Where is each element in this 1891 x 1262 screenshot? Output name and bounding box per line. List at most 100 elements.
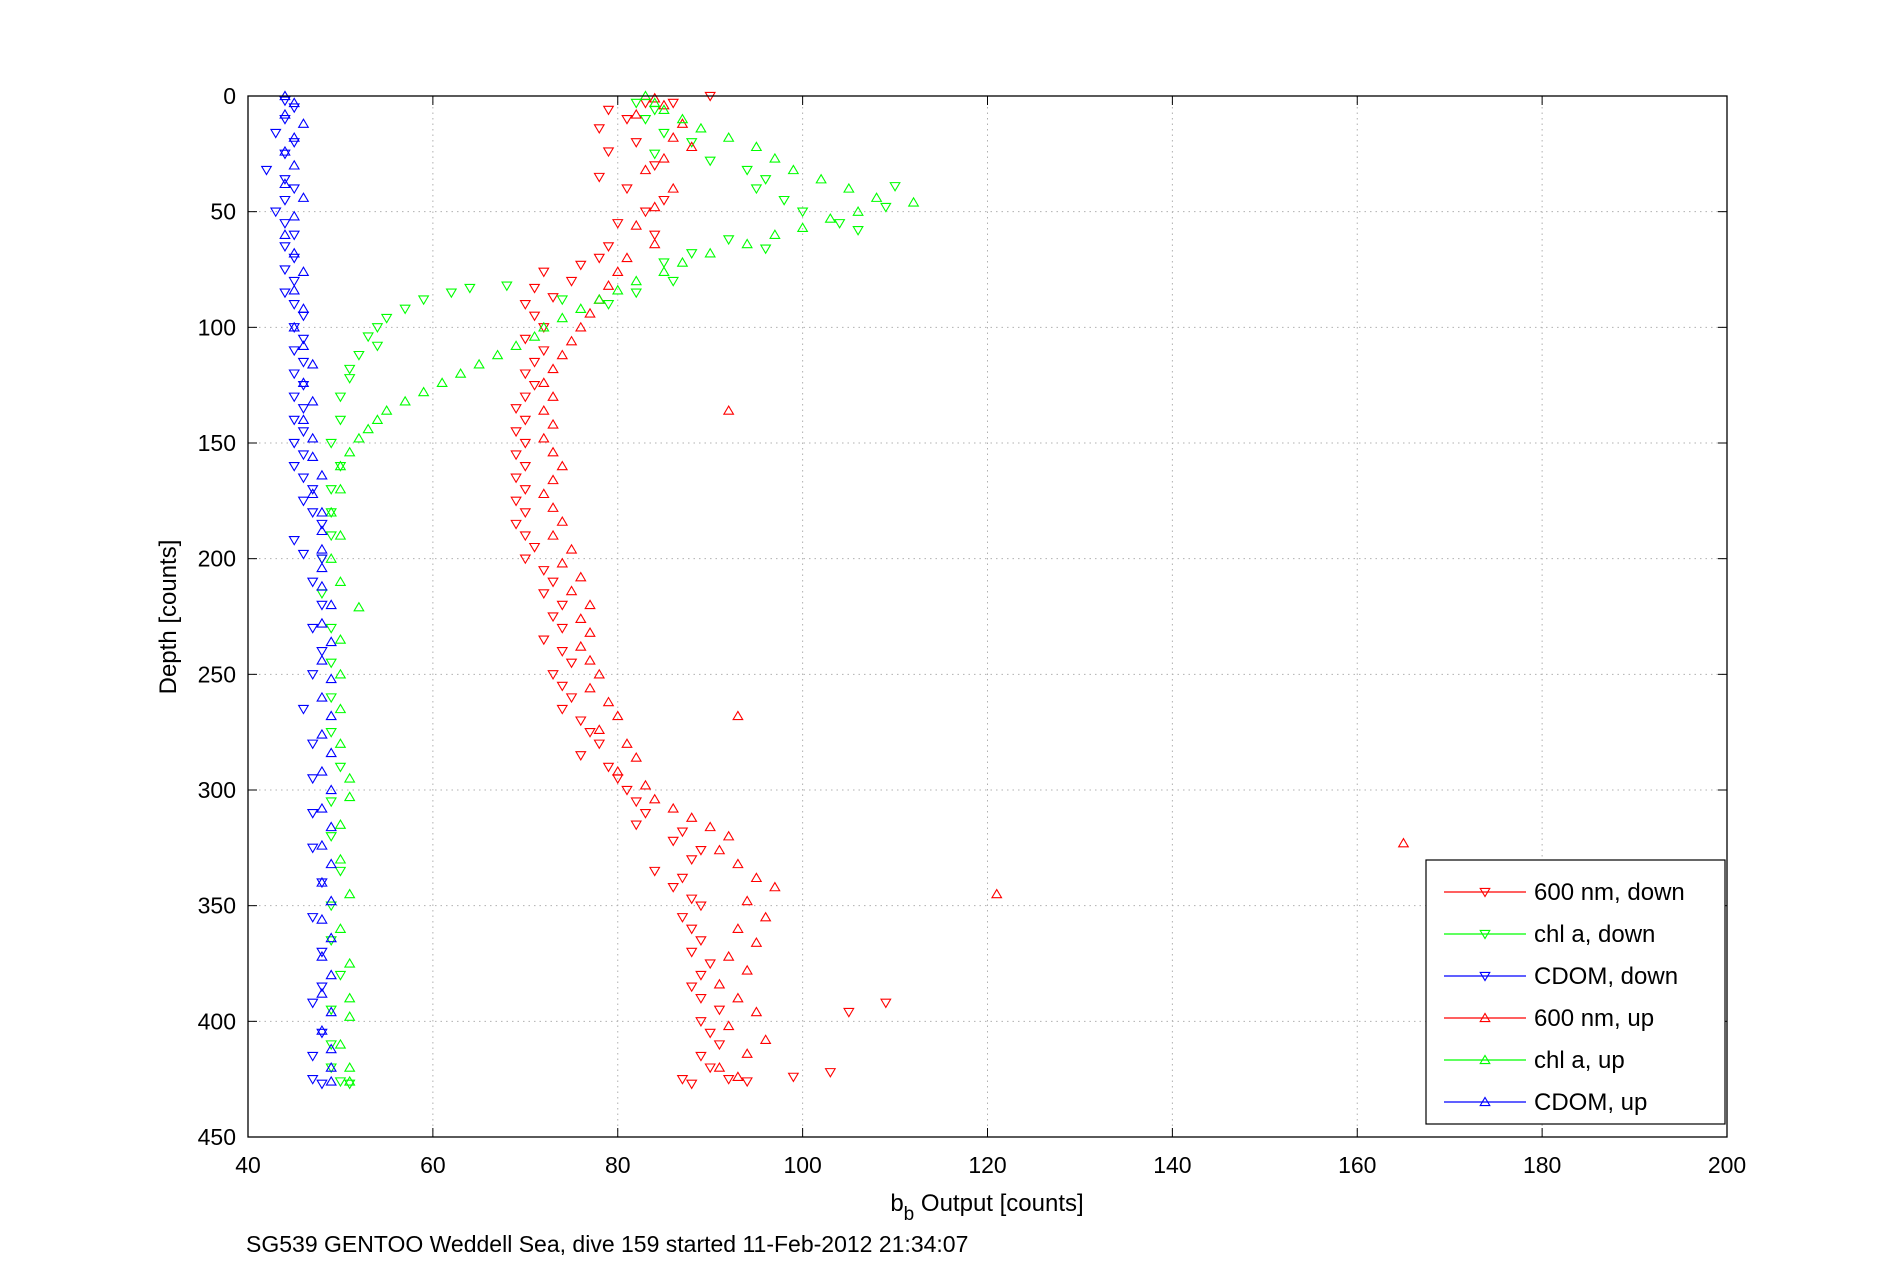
data-point — [306, 774, 319, 785]
data-point — [334, 460, 347, 471]
data-point — [556, 600, 569, 611]
data-point — [334, 1077, 347, 1088]
data-point — [750, 184, 763, 195]
data-point — [325, 710, 337, 721]
data-point — [759, 911, 772, 922]
data-point — [824, 212, 837, 223]
data-point — [306, 395, 319, 406]
data-point — [325, 1061, 337, 1072]
data-point — [325, 1043, 337, 1054]
data-point — [343, 364, 356, 375]
data-point — [343, 772, 356, 783]
data-point — [297, 192, 310, 202]
data-point — [676, 873, 689, 884]
x-tick-label: 60 — [420, 1152, 446, 1178]
data-point — [852, 206, 864, 216]
data-point — [297, 496, 310, 507]
series-cdom-up — [279, 90, 337, 1086]
legend-marker — [1479, 887, 1491, 898]
data-point — [510, 404, 522, 414]
data-point — [343, 957, 356, 968]
y-tick-label: 350 — [198, 893, 236, 919]
data-point — [713, 844, 726, 855]
data-point — [325, 636, 337, 647]
data-point — [556, 295, 569, 306]
data-point — [325, 969, 337, 980]
data-point — [279, 242, 291, 253]
data-point — [621, 252, 633, 263]
data-point — [288, 184, 300, 195]
data-point — [316, 554, 328, 565]
data-point — [667, 276, 679, 287]
data-point — [316, 1028, 328, 1039]
data-point — [325, 797, 337, 808]
data-point — [639, 779, 652, 790]
data-point — [353, 432, 365, 443]
x-axis-label: bb Output [counts] — [890, 1190, 1083, 1225]
data-point — [519, 508, 532, 519]
data-point — [325, 895, 337, 906]
data-point — [325, 506, 337, 517]
data-point — [732, 858, 744, 869]
data-point — [556, 681, 569, 692]
data-point — [325, 936, 337, 947]
x-tick-label: 80 — [605, 1152, 631, 1178]
data-point — [325, 1040, 337, 1051]
data-point — [334, 703, 347, 714]
data-point — [880, 202, 892, 213]
data-point — [325, 1075, 337, 1086]
data-point — [288, 284, 300, 295]
data-point — [325, 599, 337, 610]
data-point — [297, 704, 310, 715]
data-point — [602, 696, 615, 707]
series-chl-a-up — [325, 90, 920, 1086]
legend-label: chl a, down — [1534, 921, 1655, 948]
data-point — [593, 668, 606, 679]
data-point — [621, 785, 633, 796]
data-point — [704, 247, 716, 258]
data-point — [575, 613, 587, 623]
data-point — [685, 855, 698, 866]
y-tick-label: 400 — [198, 1008, 236, 1034]
data-point — [325, 553, 337, 563]
legend-label: CDOM, up — [1534, 1089, 1647, 1116]
data-point — [362, 423, 374, 434]
data-point — [602, 147, 615, 158]
data-point — [297, 303, 310, 313]
data-point — [306, 1075, 319, 1085]
data-point — [713, 1040, 726, 1051]
data-point — [667, 802, 679, 813]
data-point — [445, 288, 458, 299]
data-point — [325, 438, 337, 449]
x-axis-label-subscript: b — [904, 1204, 915, 1225]
data-point — [473, 358, 485, 369]
data-point — [316, 600, 328, 611]
data-point — [316, 982, 328, 993]
data-point — [353, 350, 365, 361]
data-point — [722, 404, 735, 415]
data-point — [297, 357, 310, 368]
data-point — [750, 141, 763, 152]
data-point — [565, 658, 578, 669]
data-point — [279, 288, 291, 299]
data-point — [695, 845, 707, 856]
data-point — [685, 924, 698, 935]
data-point — [695, 122, 707, 133]
data-point — [399, 395, 411, 406]
y-tick-label: 50 — [210, 199, 236, 225]
data-point — [732, 923, 744, 933]
data-point — [759, 244, 772, 255]
data-point — [685, 1079, 698, 1090]
data-point — [575, 260, 587, 271]
data-point — [279, 114, 291, 125]
data-point — [602, 280, 615, 290]
data-point — [843, 1007, 855, 1018]
x-tick-label: 40 — [235, 1152, 261, 1178]
data-point — [602, 105, 615, 116]
y-tick-label: 100 — [198, 314, 236, 340]
data-point — [306, 1051, 319, 1062]
series-600-nm-down — [510, 91, 892, 1090]
data-point — [306, 623, 319, 634]
data-point — [288, 346, 300, 357]
